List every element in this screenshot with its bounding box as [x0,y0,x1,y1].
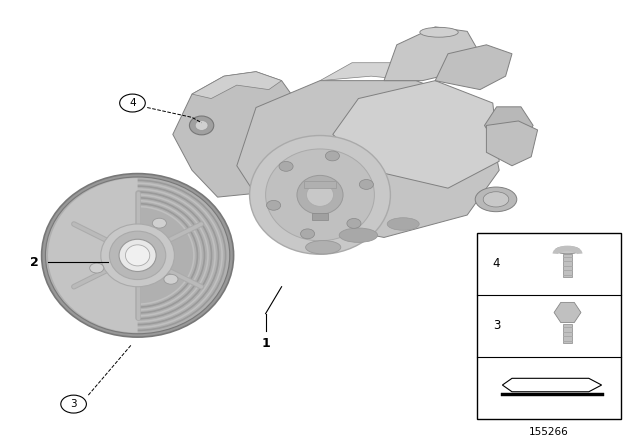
Ellipse shape [306,241,341,254]
FancyBboxPatch shape [477,233,621,419]
Ellipse shape [420,27,458,37]
Text: 155266: 155266 [529,427,569,437]
Polygon shape [563,254,572,277]
Polygon shape [501,392,604,396]
Circle shape [359,180,373,190]
Polygon shape [237,81,499,237]
Text: 4: 4 [493,257,500,270]
Circle shape [152,218,166,228]
Ellipse shape [307,184,333,207]
Polygon shape [312,213,328,220]
Text: 3: 3 [70,399,77,409]
Polygon shape [484,107,533,144]
Ellipse shape [42,174,234,337]
Circle shape [279,161,293,171]
Polygon shape [486,121,538,166]
Ellipse shape [556,246,580,254]
Ellipse shape [189,116,214,135]
Polygon shape [435,45,512,90]
Polygon shape [320,63,435,81]
Polygon shape [48,178,138,332]
Circle shape [120,94,145,112]
Ellipse shape [109,231,166,280]
Ellipse shape [195,121,208,130]
Ellipse shape [100,224,174,287]
Circle shape [301,229,315,239]
Text: 1: 1 [261,337,270,350]
Polygon shape [192,72,282,99]
Polygon shape [384,27,480,81]
Ellipse shape [125,245,150,266]
Text: 2: 2 [29,255,38,269]
Ellipse shape [387,218,419,230]
Ellipse shape [475,187,517,212]
Ellipse shape [297,176,343,215]
Polygon shape [554,302,581,323]
Polygon shape [333,81,499,188]
Ellipse shape [250,136,390,254]
Text: 3: 3 [493,319,500,332]
Circle shape [267,200,281,210]
Circle shape [164,274,178,284]
Ellipse shape [119,239,156,271]
Ellipse shape [483,192,509,207]
Polygon shape [563,324,572,343]
Circle shape [347,219,361,228]
Circle shape [325,151,339,161]
Ellipse shape [339,228,378,242]
Text: 4: 4 [129,98,136,108]
Ellipse shape [45,177,230,334]
Circle shape [61,395,86,413]
Polygon shape [304,181,336,188]
Ellipse shape [266,149,374,241]
Circle shape [90,263,104,273]
Polygon shape [173,72,294,197]
